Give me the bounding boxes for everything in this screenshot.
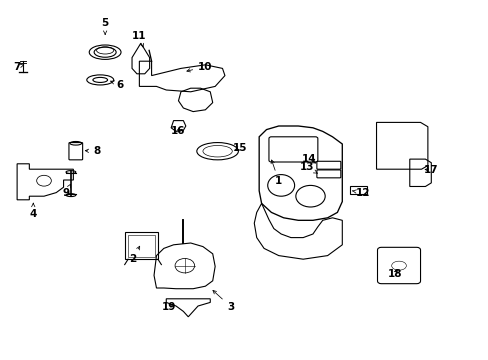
Text: 6: 6 bbox=[110, 80, 123, 90]
Text: 18: 18 bbox=[387, 269, 402, 279]
Text: 14: 14 bbox=[301, 154, 316, 164]
Text: 17: 17 bbox=[423, 165, 438, 175]
Text: 11: 11 bbox=[132, 31, 146, 47]
Text: 19: 19 bbox=[161, 302, 176, 312]
Text: 4: 4 bbox=[29, 203, 37, 219]
Text: 12: 12 bbox=[352, 188, 369, 198]
Text: 13: 13 bbox=[299, 162, 317, 173]
Text: 2: 2 bbox=[129, 246, 140, 264]
Text: 3: 3 bbox=[212, 291, 234, 312]
Text: 10: 10 bbox=[186, 62, 212, 72]
Text: 1: 1 bbox=[270, 160, 282, 186]
Text: 5: 5 bbox=[102, 18, 108, 34]
Text: 16: 16 bbox=[171, 126, 185, 136]
Text: 8: 8 bbox=[85, 146, 100, 156]
Text: 15: 15 bbox=[232, 143, 246, 153]
Text: 7: 7 bbox=[13, 62, 24, 72]
Text: 9: 9 bbox=[62, 184, 70, 198]
